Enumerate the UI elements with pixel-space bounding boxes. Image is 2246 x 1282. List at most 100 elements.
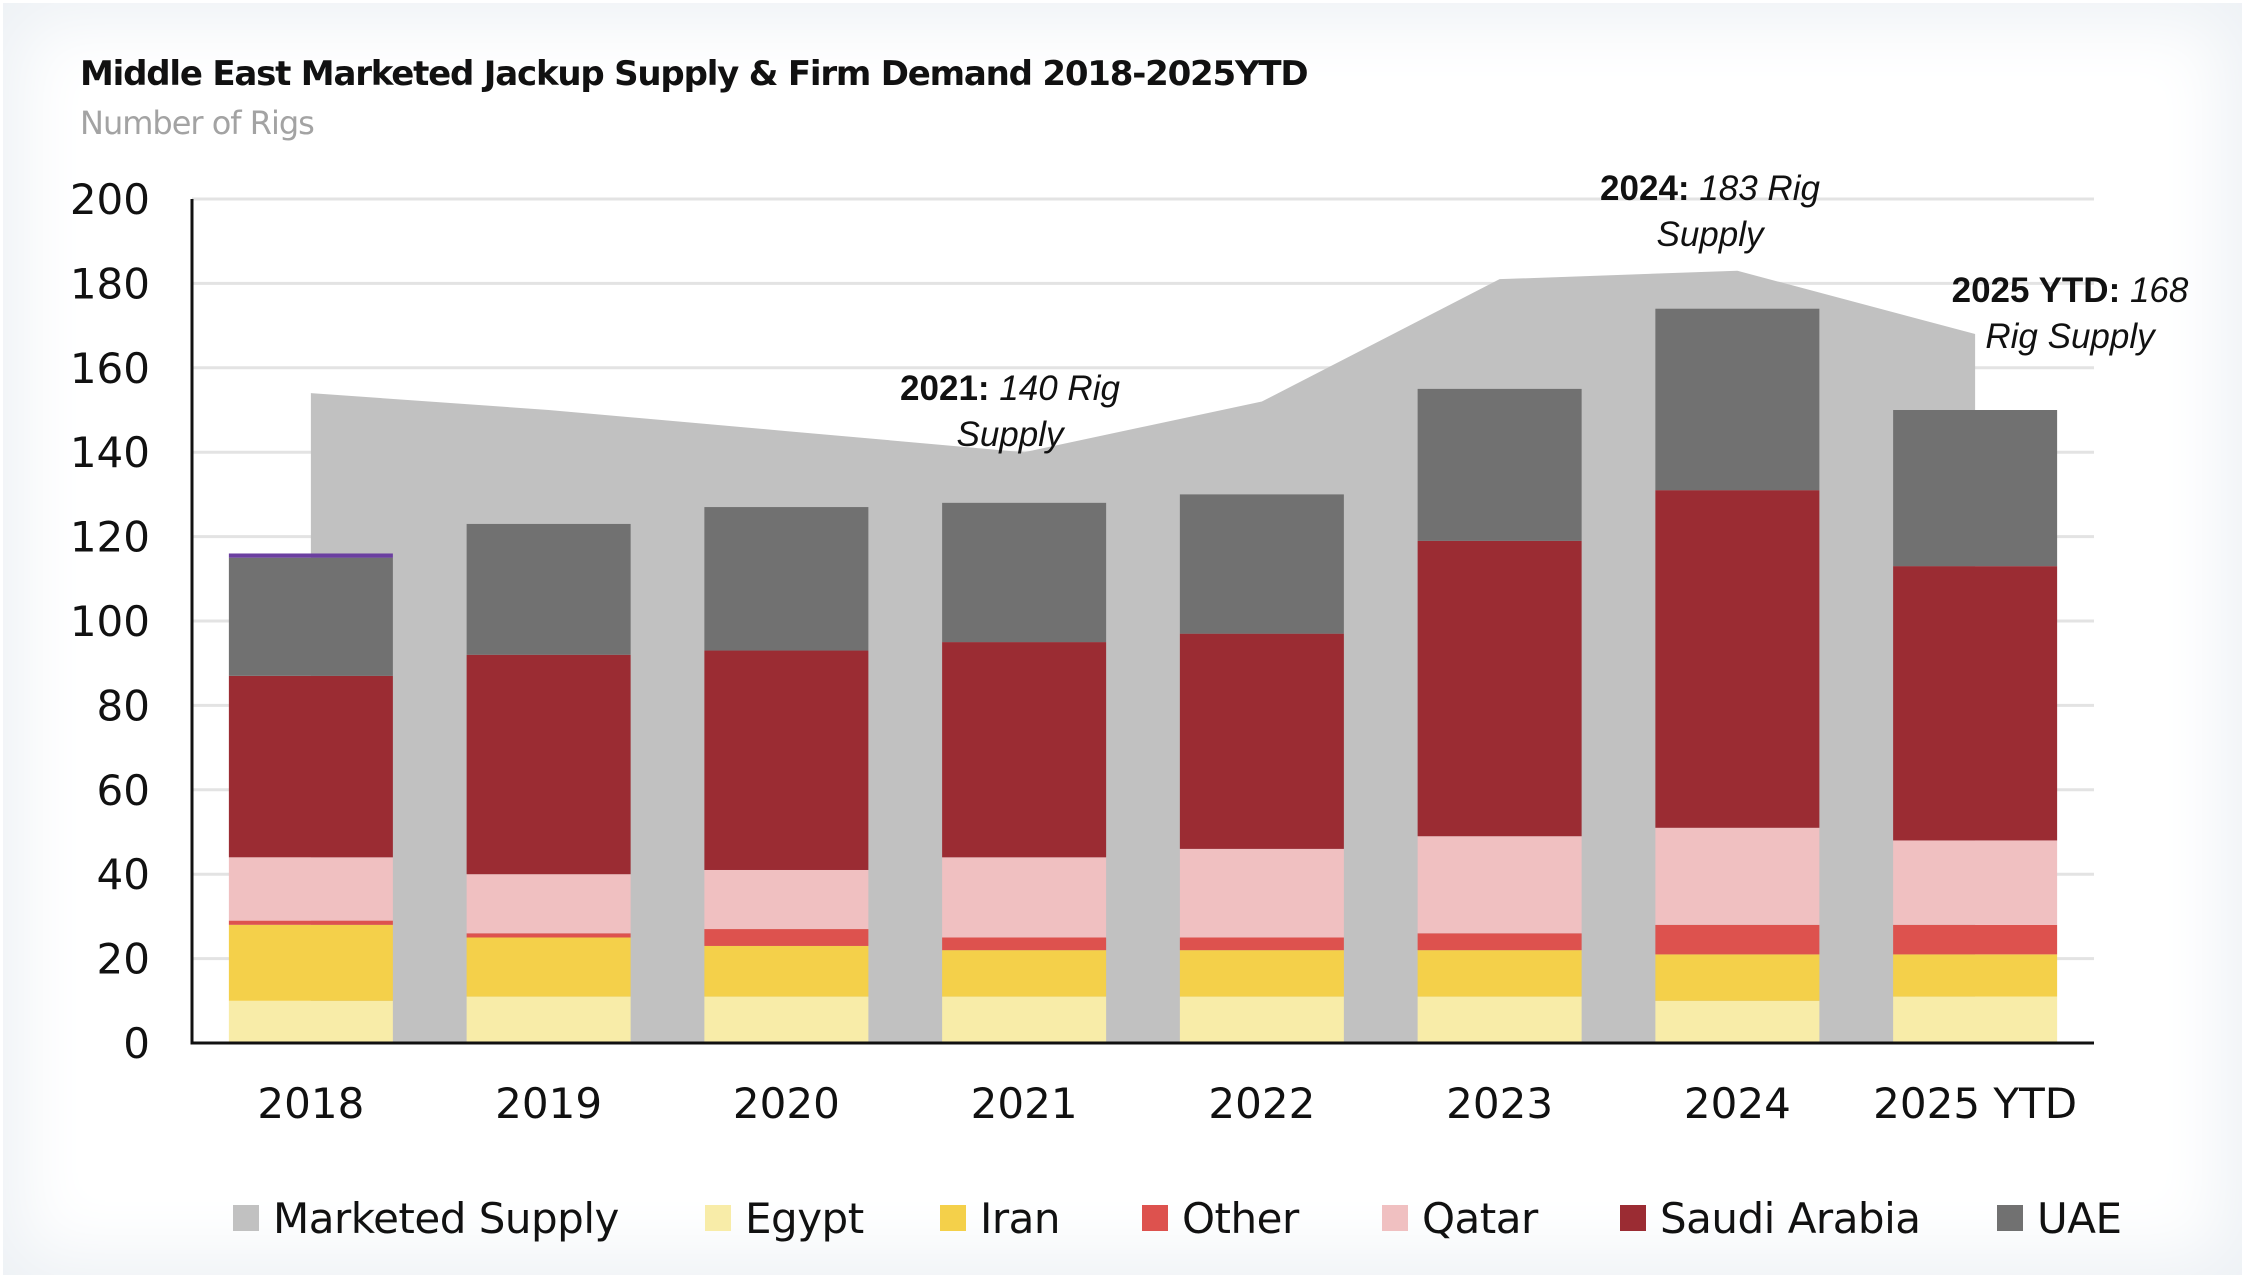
legend-label: Other bbox=[1182, 1193, 1299, 1243]
bar-segment-uae bbox=[228, 557, 393, 676]
bar-stack-2021 bbox=[942, 502, 1107, 1043]
bar-segment-qatar bbox=[1655, 827, 1820, 925]
bar-segment-uae bbox=[942, 502, 1107, 643]
bar-segment-other bbox=[1893, 924, 2058, 955]
bar-stack-2024 bbox=[1655, 308, 1820, 1043]
legend-swatch bbox=[1382, 1205, 1408, 1231]
legend-swatch bbox=[1620, 1205, 1646, 1231]
bar-stack-2022 bbox=[1179, 494, 1344, 1043]
bar-segment-iran bbox=[1893, 954, 2058, 997]
bar-segment-saudi-arabia bbox=[1417, 540, 1582, 837]
bar-segment-egypt bbox=[466, 996, 631, 1043]
bar-segment-qatar bbox=[1179, 848, 1344, 938]
y-tick-label: 100 bbox=[70, 597, 150, 646]
y-tick-label: 120 bbox=[70, 513, 150, 562]
legend-label: Marketed Supply bbox=[273, 1193, 619, 1243]
bar-segment-unlabeled bbox=[228, 553, 393, 558]
legend-item-iran: Iran bbox=[940, 1188, 1061, 1248]
legend-item-other: Other bbox=[1142, 1188, 1299, 1248]
bar-segment-saudi-arabia bbox=[228, 675, 393, 858]
bar-segment-qatar bbox=[228, 857, 393, 921]
bar-segment-saudi-arabia bbox=[1893, 566, 2058, 841]
legend-item-marketed-supply: Marketed Supply bbox=[233, 1188, 619, 1248]
y-tick-label: 140 bbox=[70, 428, 150, 477]
y-tick-label: 80 bbox=[97, 681, 150, 730]
annotation-line2: Supply bbox=[1656, 215, 1766, 254]
legend-label: Qatar bbox=[1422, 1193, 1538, 1243]
y-tick-labels: 0 20 40 60 80 100 120 140 160 180 200 bbox=[70, 175, 150, 1068]
bar-segment-uae bbox=[1179, 494, 1344, 634]
bar-segment-iran bbox=[1179, 950, 1344, 997]
bar-segment-egypt bbox=[228, 1000, 393, 1043]
bar-segment-egypt bbox=[1655, 1000, 1820, 1043]
y-tick-label: 200 bbox=[70, 175, 150, 224]
x-tick-label: 2019 bbox=[495, 1079, 602, 1128]
x-tick-label: 2021 bbox=[971, 1079, 1078, 1128]
x-tick-labels: 2018 2019 2020 2021 2022 2023 2024 2025 YTD bbox=[257, 1079, 2077, 1128]
bar-segment-other bbox=[1417, 933, 1582, 951]
bar-segment-uae bbox=[466, 523, 631, 655]
bar-segment-iran bbox=[704, 945, 869, 997]
annotation-line1: 2025 YTD: 168 bbox=[1952, 271, 2189, 310]
bar-segment-uae bbox=[1893, 410, 2058, 567]
x-tick-label: 2022 bbox=[1208, 1079, 1315, 1128]
bar-segment-egypt bbox=[1179, 996, 1344, 1043]
y-tick-label: 180 bbox=[70, 259, 150, 308]
bar-segment-saudi-arabia bbox=[704, 650, 869, 870]
bar-stack-2023 bbox=[1417, 388, 1582, 1043]
annotation-line2: Rig Supply bbox=[1985, 317, 2157, 356]
stacked-bars bbox=[228, 308, 2058, 1043]
bar-segment-qatar bbox=[1417, 836, 1582, 934]
bar-stack-2019 bbox=[466, 523, 631, 1043]
legend-label: UAE bbox=[2037, 1193, 2122, 1243]
legend-label: Saudi Arabia bbox=[1660, 1193, 1921, 1243]
x-tick-label: 2020 bbox=[733, 1079, 840, 1128]
chart-title: Middle East Marketed Jackup Supply & Fir… bbox=[80, 54, 1309, 94]
bar-segment-other bbox=[228, 920, 393, 925]
bar-segment-other bbox=[942, 937, 1107, 951]
bar-segment-qatar bbox=[466, 874, 631, 934]
annotation-bold: 2024: bbox=[1600, 169, 1699, 208]
bar-segment-qatar bbox=[1893, 840, 2058, 925]
legend-item-saudi-arabia: Saudi Arabia bbox=[1620, 1188, 1921, 1248]
y-tick-label: 160 bbox=[70, 344, 150, 393]
legend-swatch bbox=[705, 1205, 731, 1231]
bar-segment-uae bbox=[1655, 308, 1820, 491]
legend-swatch bbox=[940, 1205, 966, 1231]
annotation-italic: Supply bbox=[1656, 215, 1766, 254]
axes bbox=[190, 199, 2094, 1045]
bar-segment-iran bbox=[1417, 950, 1582, 997]
bar-segment-egypt bbox=[942, 996, 1107, 1043]
bar-segment-qatar bbox=[704, 869, 869, 930]
legend-label: Iran bbox=[980, 1193, 1061, 1243]
chart-subtitle: Number of Rigs bbox=[80, 104, 315, 142]
annotation-italic: 140 Rig bbox=[999, 369, 1120, 408]
bar-segment-saudi-arabia bbox=[1655, 490, 1820, 828]
annotation-line1: 2024: 183 Rig bbox=[1600, 169, 1820, 208]
bar-stack-2018 bbox=[228, 553, 393, 1043]
annotation-line1: 2021: 140 Rig bbox=[900, 369, 1120, 408]
annotation-bold: 2025 YTD: bbox=[1952, 271, 2130, 310]
bar-segment-saudi-arabia bbox=[1179, 633, 1344, 849]
legend-item-egypt: Egypt bbox=[705, 1188, 864, 1248]
bar-segment-egypt bbox=[1893, 996, 2058, 1043]
legend-label: Egypt bbox=[745, 1193, 864, 1243]
bar-segment-egypt bbox=[704, 996, 869, 1043]
y-tick-label: 0 bbox=[123, 1019, 150, 1068]
annotation-italic: Supply bbox=[956, 415, 1066, 454]
y-tick-label: 20 bbox=[97, 935, 150, 984]
annotation-italic: Rig Supply bbox=[1985, 317, 2157, 356]
bar-stack-2025-ytd bbox=[1893, 410, 2058, 1043]
bar-segment-other bbox=[1179, 937, 1344, 951]
bar-segment-other bbox=[1655, 924, 1820, 955]
legend-item-uae: UAE bbox=[1997, 1188, 2122, 1248]
bar-segment-other bbox=[466, 933, 631, 938]
bar-segment-saudi-arabia bbox=[942, 642, 1107, 858]
bar-segment-iran bbox=[466, 937, 631, 997]
annotations: 2021: 140 Rig Supply 2024: 183 Rig Supply 20… bbox=[900, 169, 2189, 454]
legend-item-qatar: Qatar bbox=[1382, 1188, 1538, 1248]
x-tick-label: 2018 bbox=[257, 1079, 364, 1128]
annotation-line2: Supply bbox=[956, 415, 1066, 454]
bar-segment-iran bbox=[228, 924, 393, 1001]
